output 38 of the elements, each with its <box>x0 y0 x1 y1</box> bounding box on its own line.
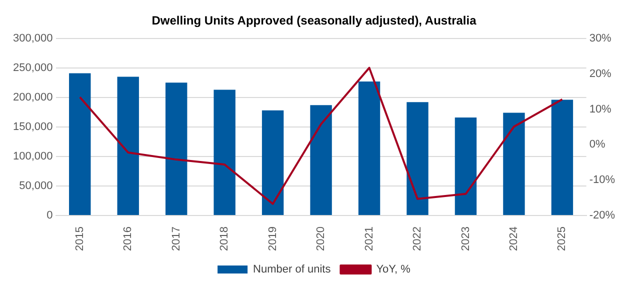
bar <box>454 118 477 216</box>
x-tick-label: 2016 <box>122 226 134 252</box>
x-tick-label: 2023 <box>460 226 472 252</box>
chart-title: Dwelling Units Approved (seasonally adjusted), Australia <box>152 14 477 28</box>
y-tick-label: 0 <box>46 210 53 222</box>
x-tick-label: 2025 <box>556 226 568 252</box>
y2-tick-label: -20% <box>589 210 616 222</box>
x-tick-label: 2020 <box>315 226 328 252</box>
y2-tick-label: 20% <box>589 68 612 80</box>
x-tick-label: 2021 <box>363 226 376 252</box>
bar <box>69 73 91 216</box>
y-tick-label: 150,000 <box>12 120 53 133</box>
bar <box>117 76 139 216</box>
bar <box>358 82 380 216</box>
bar <box>214 90 236 216</box>
y-tick-label: 250,000 <box>12 62 53 74</box>
y2-tick-label: 10% <box>589 103 612 116</box>
y-tick-label: 50,000 <box>19 180 53 192</box>
bar <box>406 102 428 216</box>
y2-tick-label: -10% <box>589 174 616 186</box>
x-tick-label: 2018 <box>218 226 231 252</box>
y-tick-label: 200,000 <box>12 91 53 104</box>
x-tick-label: 2024 <box>508 226 520 252</box>
legend-label: Number of units <box>253 264 332 276</box>
bar <box>551 100 574 216</box>
legend-label: YoY, % <box>376 264 411 276</box>
y-tick-label: 300,000 <box>12 32 53 44</box>
bar <box>310 105 332 216</box>
bar <box>503 112 525 216</box>
y2-tick-label: 0% <box>589 138 606 151</box>
x-tick-label: 2017 <box>170 226 182 252</box>
x-tick-label: 2019 <box>266 226 279 252</box>
x-tick-label: 2015 <box>74 226 86 252</box>
y-tick-label: 100,000 <box>12 150 53 163</box>
bar <box>165 82 188 216</box>
bar <box>262 110 284 216</box>
y2-tick-label: 30% <box>589 32 612 44</box>
x-tick-label: 2022 <box>412 226 424 252</box>
